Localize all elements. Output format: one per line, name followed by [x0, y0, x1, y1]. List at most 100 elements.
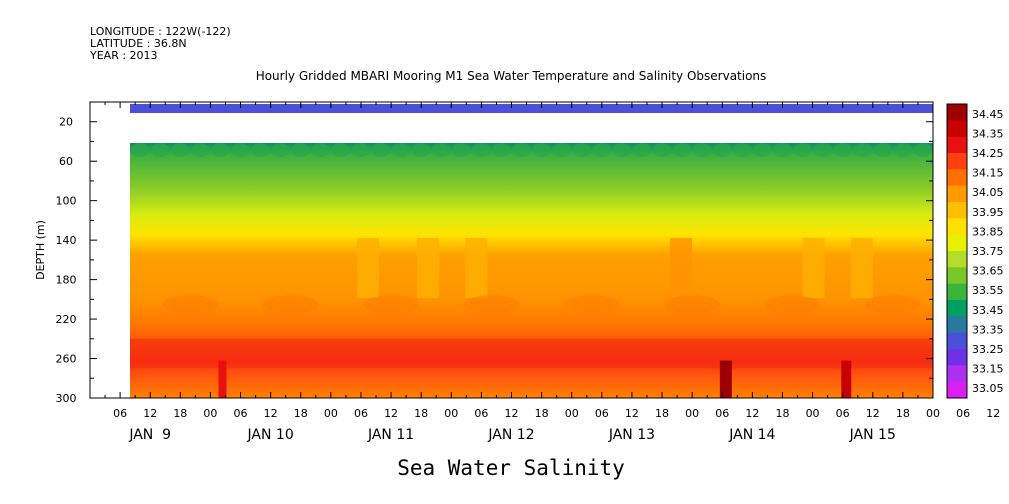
- colorbar-label: 33.35: [972, 323, 1004, 336]
- colorbar-label: 34.25: [972, 147, 1004, 160]
- lower-eddy: [764, 295, 821, 314]
- deep-intrusion: [218, 360, 227, 398]
- surface-eddy: [673, 143, 692, 157]
- x-tick-label: 00: [324, 407, 338, 420]
- colorbar-swatch: [947, 300, 967, 317]
- x-tick-label: 06: [715, 407, 729, 420]
- x-tick-label: 06: [474, 407, 488, 420]
- x-tick-label: 18: [896, 407, 910, 420]
- colorbar-label: 33.05: [972, 382, 1004, 395]
- colorbar-frame: [946, 103, 968, 399]
- surface-eddy: [311, 143, 330, 157]
- x-tick-label: 00: [203, 407, 217, 420]
- surface-eddy: [813, 143, 832, 157]
- x-day-label: JAN 11: [367, 427, 414, 443]
- surface-eddy: [211, 143, 230, 157]
- x-tick-label: 06: [354, 407, 368, 420]
- colorbar-label: 33.25: [972, 343, 1004, 356]
- surface-salinity-band: [130, 104, 933, 113]
- surface-eddy: [753, 143, 772, 157]
- lower-eddy: [262, 295, 319, 314]
- mid-column: [850, 238, 873, 298]
- colorbar: 34.45 34.35 34.25 34.15 34.05 33.95 33.85 33.75…: [946, 103, 1004, 399]
- y-tick-label: 180: [56, 274, 77, 287]
- x-tick-label: 00: [926, 407, 940, 420]
- surface-eddy: [632, 143, 651, 157]
- surface-eddy: [793, 143, 812, 157]
- lower-eddy: [864, 295, 921, 314]
- x-tick-label: 18: [414, 407, 428, 420]
- salinity-features: [130, 143, 933, 398]
- x-day-label: JAN 12: [487, 427, 534, 443]
- colorbar-swatch: [947, 251, 967, 268]
- colorbar-swatch: [947, 332, 967, 350]
- surface-eddy: [653, 143, 672, 157]
- colorbar-swatch: [947, 202, 967, 219]
- x-day-label: JAN 14: [728, 427, 775, 443]
- surface-eddy: [131, 143, 150, 157]
- surface-eddy: [171, 143, 190, 157]
- x-tick-label: 00: [806, 407, 820, 420]
- colorbar-label: 33.95: [972, 206, 1004, 219]
- colorbar-swatch: [947, 120, 967, 138]
- x-tick-label: 12: [384, 407, 398, 420]
- y-tick-label: 260: [56, 353, 77, 366]
- x-tick-label: 00: [565, 407, 579, 420]
- surface-eddy: [612, 143, 631, 157]
- colorbar-swatch: [947, 218, 967, 236]
- surface-eddy: [432, 143, 451, 157]
- surface-eddy: [773, 143, 792, 157]
- colorbar-swatch: [947, 349, 967, 366]
- surface-eddy: [331, 143, 350, 157]
- x-tick-label: 06: [113, 407, 127, 420]
- x-tick-label: 12: [986, 407, 1000, 420]
- x-day-label: JAN 15: [849, 427, 896, 443]
- x-day-label: JAN 9: [128, 427, 171, 443]
- deep-intrusion: [719, 360, 732, 398]
- colorbar-swatch: [947, 316, 967, 334]
- surface-eddy: [392, 143, 411, 157]
- colorbar-swatch: [947, 381, 967, 399]
- surface-eddy: [271, 143, 290, 157]
- surface-eddy: [351, 143, 370, 157]
- surface-eddy: [452, 143, 471, 157]
- lower-eddy: [162, 295, 219, 314]
- x-tick-label: 12: [866, 407, 880, 420]
- surface-eddy: [713, 143, 732, 157]
- mid-column: [802, 238, 825, 298]
- surface-eddy: [191, 143, 210, 157]
- x-axis: 06 12 18 00 06 12 18 00 06 12 18 00 06 12 18 00 06 12 18 00…: [89, 102, 1000, 443]
- longitude-label: LONGITUDE : 122W(-122): [90, 25, 231, 38]
- y-axis-label: DEPTH (m): [34, 220, 47, 280]
- surface-eddy: [893, 143, 912, 157]
- x-day-label: JAN 13: [608, 427, 655, 443]
- y-axis: 20 60 100 140 180 220 260 300: [56, 101, 933, 405]
- surface-eddy: [372, 143, 391, 157]
- x-tick-label: 12: [505, 407, 519, 420]
- x-tick-label: 12: [745, 407, 759, 420]
- x-tick-label: 12: [625, 407, 639, 420]
- colorbar-label: 33.65: [972, 265, 1004, 278]
- mid-column: [417, 238, 440, 298]
- lower-eddy: [363, 295, 420, 314]
- x-tick-label: 06: [836, 407, 850, 420]
- y-tick-label: 300: [56, 392, 77, 405]
- year-label: YEAR : 2013: [89, 49, 158, 62]
- surface-eddy: [492, 143, 511, 157]
- y-tick-label: 60: [59, 155, 73, 168]
- mid-column: [356, 238, 379, 298]
- colorbar-label: 33.85: [972, 225, 1004, 238]
- x-tick-label: 00: [444, 407, 458, 420]
- x-tick-label: 06: [234, 407, 248, 420]
- x-tick-label: 18: [535, 407, 549, 420]
- surface-eddy: [733, 143, 752, 157]
- x-tick-label: 06: [595, 407, 609, 420]
- colorbar-swatch: [947, 153, 967, 170]
- chart-title: Hourly Gridded MBARI Mooring M1 Sea Wate…: [256, 69, 767, 83]
- surface-eddy: [693, 143, 712, 157]
- y-tick-label: 140: [56, 234, 77, 247]
- colorbar-swatch: [947, 185, 967, 203]
- surface-eddy: [151, 143, 170, 157]
- y-tick-label: 20: [59, 116, 73, 129]
